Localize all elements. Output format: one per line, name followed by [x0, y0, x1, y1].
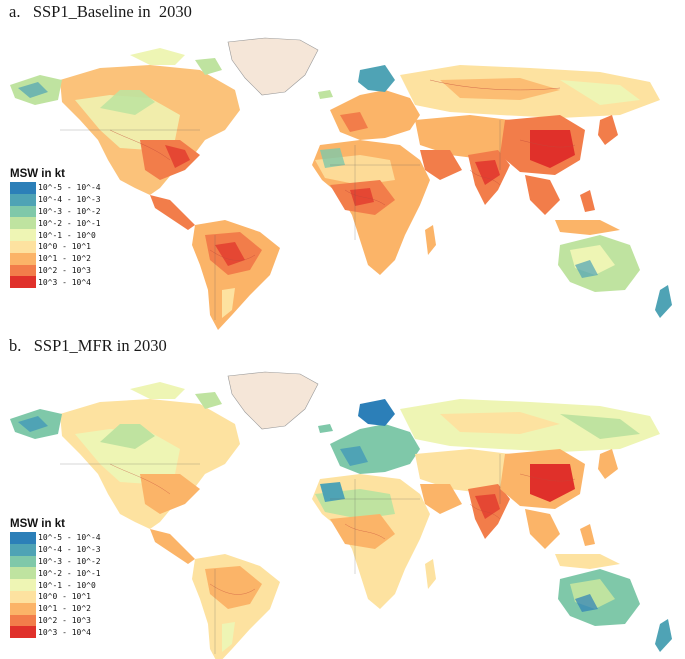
legend-swatch	[10, 626, 36, 639]
legend-item: 10^-2 - 10^-1	[10, 217, 101, 230]
legend-swatch	[10, 193, 36, 206]
legend-swatch	[10, 590, 36, 603]
legend-item: 10^3 - 10^4	[10, 626, 101, 639]
legend-b: MSW in kt 10^-5 - 10^-4 10^-4 - 10^-3 10^-…	[10, 518, 101, 639]
legend-label: 10^-5 - 10^-4	[38, 533, 101, 543]
legend-item: 10^-1 - 10^0	[10, 229, 101, 241]
legend-item: 10^1 - 10^2	[10, 252, 101, 265]
legend-item: 10^-3 - 10^-2	[10, 205, 101, 218]
legend-a: MSW in kt 10^-5 - 10^-4 10^-4 - 10^-3 10^-…	[10, 168, 101, 289]
panel-b-title: b. SSP1_MFR in 2030	[9, 336, 167, 355]
legend-swatch	[10, 276, 36, 289]
legend-label: 10^2 - 10^3	[38, 265, 91, 275]
legend-label: 10^-2 - 10^-1	[38, 568, 101, 578]
legend-item: 10^2 - 10^3	[10, 264, 101, 277]
legend-swatch	[10, 579, 36, 591]
legend-label: 10^-3 - 10^-2	[38, 556, 101, 566]
legend-swatch	[10, 614, 36, 627]
legend-label: 10^-3 - 10^-2	[38, 206, 101, 216]
legend-label: 10^-5 - 10^-4	[38, 183, 101, 193]
legend-swatch	[10, 252, 36, 265]
world-map-a	[9, 37, 673, 330]
legend-label: 10^3 - 10^4	[38, 277, 91, 287]
legend-label: 10^1 - 10^2	[38, 604, 91, 614]
legend-item: 10^-2 - 10^-1	[10, 567, 101, 580]
legend-item: 10^-5 - 10^-4	[10, 182, 101, 194]
legend-item: 10^2 - 10^3	[10, 614, 101, 627]
map-panel-a: a. SSP1_Baseline in 2030 MSW in kt 10^-5…	[9, 2, 673, 330]
legend-label: 10^-4 - 10^-3	[38, 545, 101, 555]
legend-swatch	[10, 532, 36, 544]
legend-item: 10^0 - 10^1	[10, 240, 101, 253]
legend-swatch	[10, 264, 36, 277]
legend-b-rows: 10^-5 - 10^-4 10^-4 - 10^-3 10^-3 - 10^-2 1…	[10, 532, 101, 639]
legend-label: 10^0 - 10^1	[38, 242, 91, 252]
legend-a-title: MSW in kt	[10, 168, 65, 180]
legend-item: 10^0 - 10^1	[10, 590, 101, 603]
legend-item: 10^3 - 10^4	[10, 276, 101, 289]
legend-label: 10^0 - 10^1	[38, 592, 91, 602]
legend-label: 10^-1 - 10^0	[38, 230, 96, 240]
legend-swatch	[10, 217, 36, 230]
map-panel-b: b. SSP1_MFR in 2030 MSW in kt 10^-5 - 10…	[0, 334, 685, 659]
legend-swatch	[10, 240, 36, 253]
legend-item: 10^-1 - 10^0	[10, 579, 101, 591]
world-map-b	[10, 371, 672, 659]
legend-label: 10^-2 - 10^-1	[38, 218, 101, 228]
legend-swatch	[10, 229, 36, 241]
legend-label: 10^3 - 10^4	[38, 627, 91, 637]
legend-swatch	[10, 602, 36, 615]
legend-swatch	[10, 205, 36, 218]
legend-label: 10^1 - 10^2	[38, 254, 91, 264]
legend-label: 10^-4 - 10^-3	[38, 195, 101, 205]
legend-a-rows: 10^-5 - 10^-4 10^-4 - 10^-3 10^-3 - 10^-2 1…	[10, 182, 101, 289]
legend-item: 10^-4 - 10^-3	[10, 543, 101, 556]
legend-label: 10^2 - 10^3	[38, 615, 91, 625]
legend-item: 10^1 - 10^2	[10, 602, 101, 615]
legend-swatch	[10, 182, 36, 194]
legend-b-title: MSW in kt	[10, 518, 65, 530]
legend-swatch	[10, 543, 36, 556]
legend-item: 10^-3 - 10^-2	[10, 555, 101, 568]
legend-item: 10^-4 - 10^-3	[10, 193, 101, 206]
legend-label: 10^-1 - 10^0	[38, 580, 96, 590]
panel-a-title: a. SSP1_Baseline in 2030	[9, 2, 192, 21]
legend-item: 10^-5 - 10^-4	[10, 532, 101, 544]
legend-swatch	[10, 555, 36, 568]
legend-swatch	[10, 567, 36, 580]
